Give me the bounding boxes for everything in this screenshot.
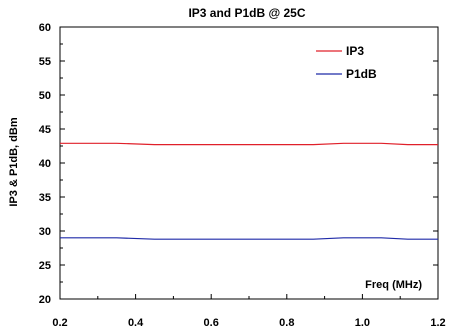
y-tick-label: 45 bbox=[39, 124, 51, 136]
chart-title: IP3 and P1dB @ 25C bbox=[188, 6, 305, 20]
x-tick-label: 0.4 bbox=[128, 317, 144, 329]
y-tick-label: 30 bbox=[39, 226, 51, 238]
legend-label-ip3: IP3 bbox=[346, 44, 364, 58]
x-tick-label: 0.8 bbox=[279, 317, 294, 329]
series-line-ip3 bbox=[60, 142, 438, 146]
x-tick-label: 0.6 bbox=[204, 317, 219, 329]
frequency-annotation: Freq (MHz) bbox=[365, 279, 422, 291]
legend: IP3 P1dB bbox=[316, 44, 377, 81]
series-line-p1db bbox=[60, 237, 438, 240]
y-tick-label: 35 bbox=[39, 192, 51, 204]
plot-area bbox=[59, 26, 439, 300]
y-tick-label: 55 bbox=[39, 56, 51, 68]
legend-label-p1db: P1dB bbox=[346, 67, 377, 81]
x-tick-label: 0.2 bbox=[52, 317, 67, 329]
y-axis: 20 25 30 35 40 45 50 55 60 bbox=[39, 22, 438, 306]
x-tick-label: 1.2 bbox=[430, 317, 445, 329]
x-axis: 0.2 0.4 0.6 0.8 1.0 1.2 bbox=[52, 294, 446, 329]
y-tick-label: 40 bbox=[39, 158, 51, 170]
y-axis-label: IP3 & P1dB, dBm bbox=[8, 117, 20, 206]
y-tick-label: 20 bbox=[39, 294, 51, 306]
x-tick-label: 1.0 bbox=[355, 317, 370, 329]
series-group bbox=[60, 142, 438, 240]
y-tick-label: 60 bbox=[39, 22, 51, 34]
y-tick-label: 50 bbox=[39, 90, 51, 102]
y-tick-label: 25 bbox=[39, 260, 51, 272]
